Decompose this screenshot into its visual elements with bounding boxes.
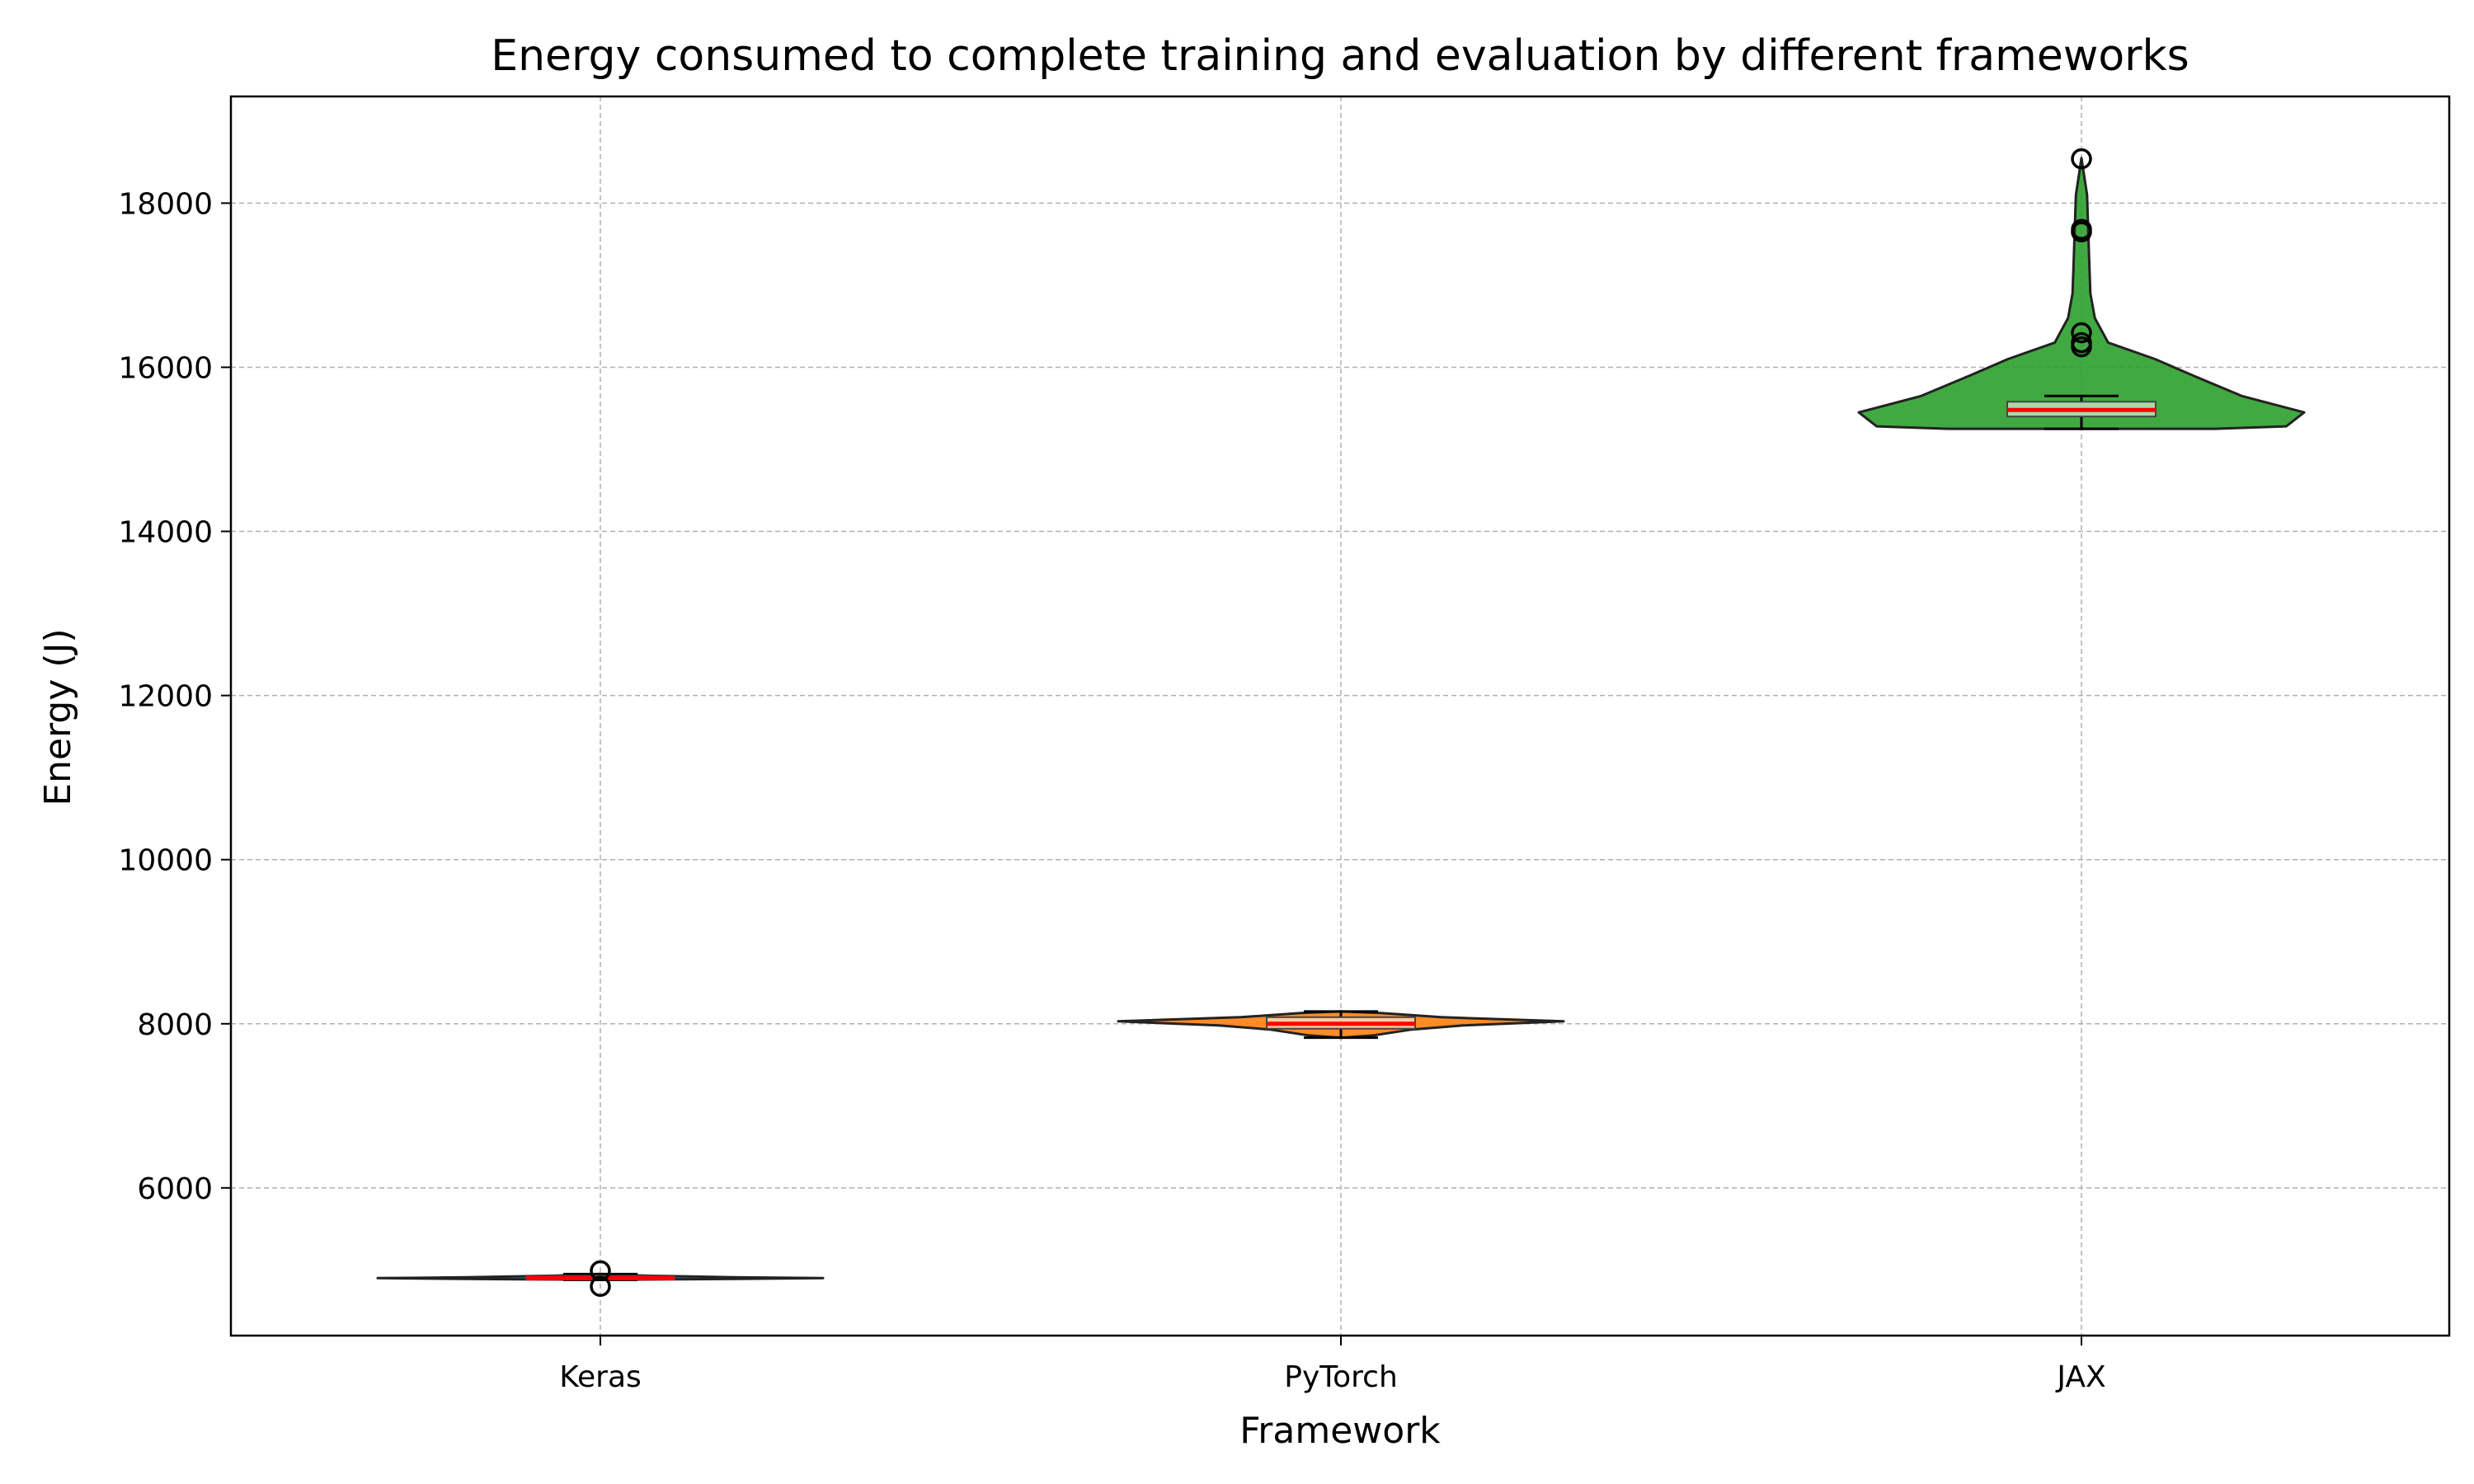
outlier-point (2071, 322, 2092, 344)
box-plots (525, 394, 2157, 1281)
outlier-point (2071, 331, 2092, 354)
outlier-point (2071, 218, 2092, 240)
y-tick-label: 8000 (137, 1008, 213, 1042)
violin-jax (1857, 157, 2306, 430)
x-axis-ticks: Keras PyTorch JAX (559, 1336, 2106, 1394)
outlier-point (2071, 148, 2092, 170)
outlier-points (590, 148, 2092, 1298)
y-tick-label: 10000 (118, 844, 213, 878)
y-tick-label: 18000 (118, 187, 213, 221)
y-tick-label: 12000 (118, 680, 213, 714)
y-tick-label: 16000 (118, 351, 213, 385)
outlier-point (590, 1275, 611, 1298)
x-tick-label: Keras (559, 1360, 642, 1394)
chart-title: Energy consumed to complete training and… (491, 31, 2189, 81)
x-tick-label: PyTorch (1284, 1360, 1398, 1394)
x-axis-label: Framework (1239, 1410, 1441, 1452)
x-tick-label: JAX (2055, 1360, 2105, 1394)
grid-lines (231, 96, 2449, 1336)
plot-area-frame (229, 95, 2451, 1337)
y-tick-label: 6000 (137, 1172, 213, 1206)
y-axis-label: Energy (J) (37, 628, 79, 805)
y-tick-label: 14000 (118, 516, 213, 550)
outlier-point (590, 1260, 611, 1282)
y-axis-ticks: 6000 8000 10000 12000 14000 16000 18000 (118, 187, 231, 1206)
